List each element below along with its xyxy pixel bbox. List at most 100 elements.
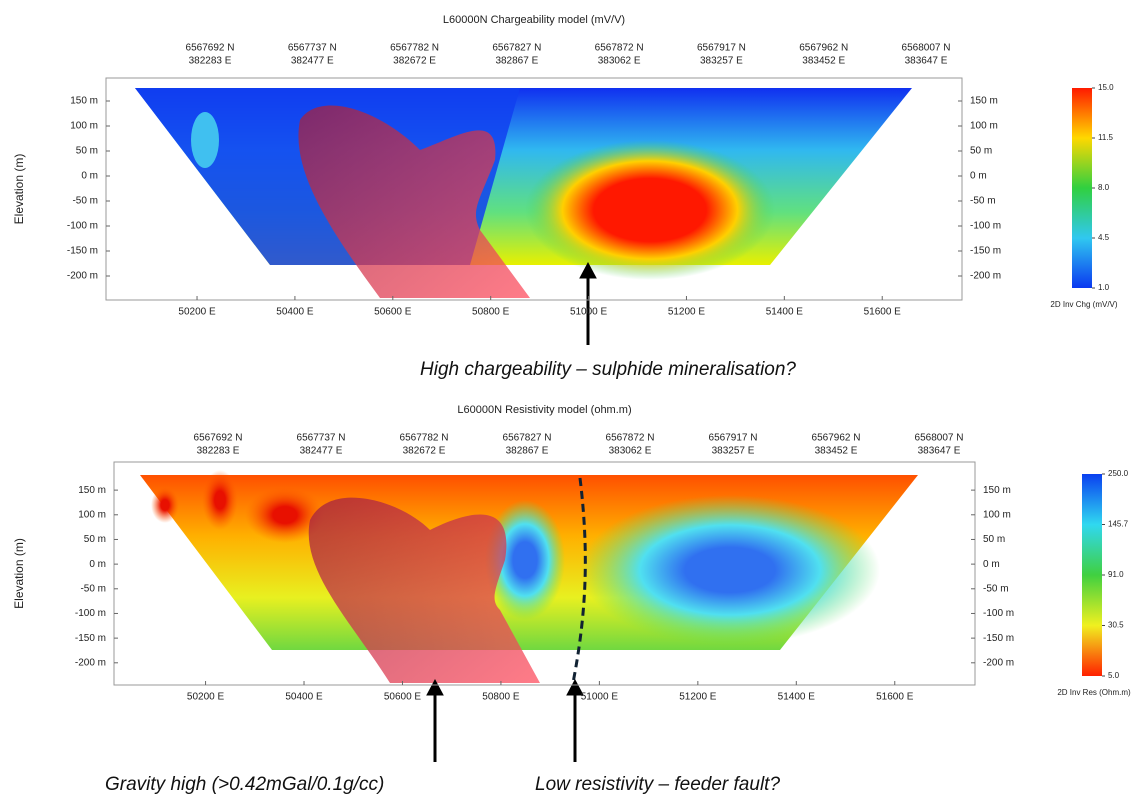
y-tick-label: -200 m <box>970 271 1001 282</box>
top-label: 383257 E <box>712 446 755 457</box>
x-tick-label: 50400 E <box>285 692 323 703</box>
top-label: 6567962 N <box>812 433 861 444</box>
y-tick-label: 0 m <box>81 171 98 182</box>
x-tick-label: 50800 E <box>482 692 520 703</box>
y-tick-label: 0 m <box>89 559 106 570</box>
y-tick-label: -100 m <box>75 608 106 619</box>
annotation: Gravity high (>0.42mGal/0.1g/cc) <box>105 774 384 795</box>
top-label: 383452 E <box>802 56 845 67</box>
y-tick-label: 150 m <box>70 96 98 107</box>
y-tick-label: -50 m <box>72 196 98 207</box>
top-label: 382867 E <box>495 56 538 67</box>
y-tick-label: 150 m <box>78 485 106 496</box>
y-tick-label: 100 m <box>983 509 1011 520</box>
colorbar <box>1072 88 1092 288</box>
top-label: 6568007 N <box>902 43 951 54</box>
top-label: 382867 E <box>506 446 549 457</box>
top-label: 6567737 N <box>297 433 346 444</box>
x-tick-label: 51400 E <box>778 692 816 703</box>
top-label: 6567827 N <box>492 43 541 54</box>
x-tick-label: 50600 E <box>384 692 422 703</box>
x-tick-label: 51000 E <box>581 692 619 703</box>
x-tick-label: 51000 E <box>570 307 608 318</box>
colorbar-tick-label: 145.7 <box>1108 520 1129 529</box>
y-tick-label: -100 m <box>983 608 1014 619</box>
x-tick-label: 50200 E <box>187 692 225 703</box>
top-label: 383062 E <box>609 446 652 457</box>
colorbar-tick-label: 1.0 <box>1098 283 1110 292</box>
y-tick-label: -150 m <box>983 633 1014 644</box>
y-tick-label: -200 m <box>75 657 106 668</box>
annotation: High chargeability – sulphide mineralisa… <box>420 359 796 380</box>
y-tick-label: 50 m <box>983 534 1005 545</box>
colorbar-label: 2D Inv Chg (mV/V) <box>1050 300 1117 309</box>
top-label: 6567827 N <box>503 433 552 444</box>
y-tick-label: -200 m <box>983 657 1014 668</box>
top-label: 6567872 N <box>595 43 644 54</box>
x-tick-label: 50600 E <box>374 307 412 318</box>
colorbar-tick-label: 4.5 <box>1098 233 1110 242</box>
y-tick-label: 150 m <box>983 485 1011 496</box>
top-label: 382477 E <box>291 56 334 67</box>
y-tick-label: -50 m <box>983 583 1009 594</box>
y-tick-label: 50 m <box>970 146 992 157</box>
y-tick-label: 50 m <box>84 534 106 545</box>
top-label: 383647 E <box>918 446 961 457</box>
top-label: 6567962 N <box>799 43 848 54</box>
y-tick-label: -150 m <box>75 633 106 644</box>
x-tick-label: 51400 E <box>766 307 804 318</box>
chart-title: L60000N Chargeability model (mV/V) <box>443 14 625 26</box>
x-tick-label: 51600 E <box>876 692 914 703</box>
colorbar-tick-label: 11.5 <box>1098 133 1114 142</box>
top-label: 382283 E <box>189 56 232 67</box>
top-label: 382477 E <box>300 446 343 457</box>
y-tick-label: 50 m <box>76 146 98 157</box>
x-tick-label: 51600 E <box>864 307 902 318</box>
top-label: 6567917 N <box>709 433 758 444</box>
colorbar <box>1082 474 1102 676</box>
y-tick-label: 150 m <box>970 96 998 107</box>
colorbar-label: 2D Inv Res (Ohm.m) <box>1057 688 1131 697</box>
top-label: 383062 E <box>598 56 641 67</box>
colorbar-tick-label: 30.5 <box>1108 621 1124 630</box>
colorbar-tick-label: 15.0 <box>1098 83 1114 92</box>
top-label: 6567872 N <box>606 433 655 444</box>
y-tick-label: -150 m <box>970 246 1001 257</box>
y-tick-label: 0 m <box>983 559 1000 570</box>
colorbar-tick-label: 91.0 <box>1108 570 1124 579</box>
top-label: 382672 E <box>403 446 446 457</box>
top-label: 383257 E <box>700 56 743 67</box>
x-tick-label: 51200 E <box>679 692 717 703</box>
chargeability-section <box>135 88 912 298</box>
top-label: 6567692 N <box>194 433 243 444</box>
y-tick-label: 100 m <box>70 121 98 132</box>
y-tick-label: 0 m <box>970 171 987 182</box>
colorbar-tick-label: 5.0 <box>1108 671 1120 680</box>
y-tick-label: -50 m <box>970 196 996 207</box>
top-label: 6567782 N <box>400 433 449 444</box>
colorbar-tick-label: 8.0 <box>1098 183 1110 192</box>
y-tick-label: 100 m <box>78 509 106 520</box>
y-axis-label: Elevation (m) <box>12 538 26 609</box>
annotation: Low resistivity – feeder fault? <box>535 774 780 795</box>
x-tick-label: 50200 E <box>178 307 216 318</box>
resistivity-section <box>140 470 918 683</box>
top-label: 6567737 N <box>288 43 337 54</box>
x-tick-label: 50400 E <box>276 307 314 318</box>
y-tick-label: -150 m <box>67 246 98 257</box>
top-label: 382283 E <box>197 446 240 457</box>
top-label: 382672 E <box>393 56 436 67</box>
top-label: 383647 E <box>905 56 948 67</box>
y-tick-label: -50 m <box>80 583 106 594</box>
x-tick-label: 50800 E <box>472 307 510 318</box>
colorbar-tick-label: 250.0 <box>1108 469 1129 478</box>
top-label: 383452 E <box>815 446 858 457</box>
y-axis-label: Elevation (m) <box>12 154 26 225</box>
top-label: 6568007 N <box>915 433 964 444</box>
x-tick-label: 51200 E <box>668 307 706 318</box>
y-tick-label: -100 m <box>970 221 1001 232</box>
y-tick-label: 100 m <box>970 121 998 132</box>
chart-title: L60000N Resistivity model (ohm.m) <box>457 404 631 416</box>
y-tick-label: -200 m <box>67 271 98 282</box>
figure: L60000N Chargeability model (mV/V) Elevat… <box>0 0 1139 800</box>
